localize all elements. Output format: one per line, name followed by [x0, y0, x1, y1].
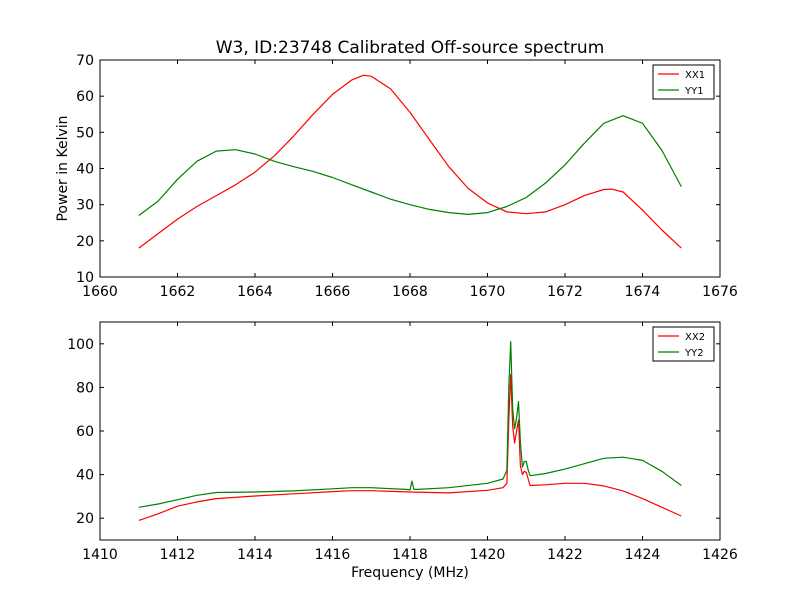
- x-tick-label: 1674: [625, 284, 661, 300]
- y-tick-label: 60: [76, 424, 94, 440]
- y-axis-label: Power in Kelvin: [55, 115, 71, 221]
- x-axis-label: Frequency (MHz): [351, 565, 469, 581]
- y-tick-label: 30: [76, 198, 94, 214]
- x-tick-label: 1424: [625, 547, 661, 563]
- x-tick-label: 1410: [82, 547, 118, 563]
- x-tick-label: 1670: [470, 284, 506, 300]
- y-tick-label: 80: [76, 380, 94, 396]
- axes-frame: [99, 321, 721, 541]
- x-tick-label: 1422: [547, 547, 583, 563]
- y-tick-label: 100: [67, 337, 94, 353]
- y-tick-label: 10: [76, 270, 94, 286]
- x-tick-label: 1414: [237, 547, 273, 563]
- x-tick-label: 1662: [160, 284, 196, 300]
- x-tick-label: 1666: [315, 284, 351, 300]
- series-line-yy2: [138, 341, 682, 508]
- y-tick-label: 20: [76, 234, 94, 250]
- x-tick-label: 1420: [470, 547, 506, 563]
- series-line-yy1: [138, 115, 682, 216]
- legend-label: YY1: [684, 86, 704, 97]
- legend-label: XX2: [685, 332, 705, 343]
- legend-label: XX1: [685, 70, 705, 81]
- x-tick-label: 1672: [547, 284, 583, 300]
- figure-title: W3, ID:23748 Calibrated Off-source spect…: [216, 38, 605, 58]
- x-tick-label: 1426: [702, 547, 738, 563]
- series-line-xx2: [138, 373, 682, 521]
- y-tick-label: 20: [76, 511, 94, 527]
- bottom-subplot: 1410 1412 1414 1416 1418 1420 1422 1424 1426 20 40…: [67, 321, 738, 581]
- x-tick-label: 1668: [392, 284, 428, 300]
- legend-label: YY2: [684, 348, 704, 359]
- y-tick-label: 50: [76, 125, 94, 141]
- y-tick-label: 40: [76, 468, 94, 484]
- top-subplot: 1660 1662 1664 1666 1668 1670 1672 1674 1676 10 20…: [55, 53, 738, 300]
- y-tick-label: 60: [76, 89, 94, 105]
- x-tick-label: 1664: [237, 284, 273, 300]
- x-tick-label: 1418: [392, 547, 428, 563]
- y-tick-label: 40: [76, 162, 94, 178]
- y-tick-label: 70: [76, 53, 94, 69]
- x-tick-label: 1660: [82, 284, 118, 300]
- legend-box: [652, 64, 715, 100]
- x-tick-label: 1416: [315, 547, 351, 563]
- x-tick-label: 1676: [702, 284, 738, 300]
- axes-frame: [99, 59, 721, 278]
- series-line-xx1: [138, 74, 682, 249]
- x-tick-label: 1412: [160, 547, 196, 563]
- legend-box: [652, 326, 715, 362]
